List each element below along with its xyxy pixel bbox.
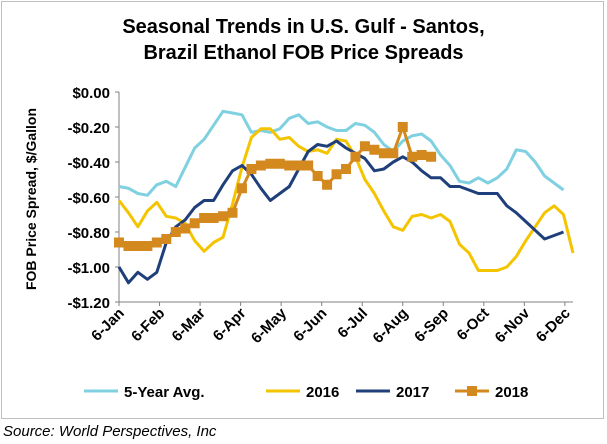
y-tick-label: -$0.40 [67, 155, 110, 172]
y-tick-label: $0.00 [72, 85, 110, 102]
series-point-2018 [388, 148, 399, 159]
x-tick-label: 6-Feb [128, 305, 168, 345]
series-point-2018 [236, 183, 247, 194]
series-point-2018 [151, 237, 162, 248]
legend-label-2018: 2018 [495, 384, 528, 401]
series-point-2018 [161, 234, 172, 244]
series-point-2018 [416, 150, 427, 160]
series-point-2018 [199, 213, 210, 223]
series-point-2018 [227, 207, 238, 218]
legend-label-2016: 2016 [306, 384, 339, 401]
line-chart: $0.00 -$0.20 -$0.40 -$0.60 -$0.80 -$1.00 -$1.2… [23, 85, 575, 401]
series-point-2018 [255, 160, 266, 171]
x-tick-label: 6-Sep [411, 305, 452, 346]
chart-frame [1, 1, 604, 419]
x-tick-label: 6-Jul [334, 305, 371, 342]
series-point-2018 [407, 151, 418, 162]
x-tick-label: 6-Mar [169, 305, 209, 345]
series-point-2018 [359, 141, 370, 152]
chart-title-line2: Brazil Ethanol FOB Price Spreads [143, 42, 464, 64]
series-point-2018 [369, 144, 380, 155]
x-tick-label: 6-Nov [492, 304, 534, 346]
series-point-2018 [293, 160, 304, 171]
y-tick-label: -$1.20 [67, 295, 110, 312]
legend-label-2017: 2017 [396, 384, 429, 401]
x-tick-label: 6-Apr [210, 305, 250, 345]
series-line-2016 [117, 127, 575, 272]
series-point-2018 [218, 211, 229, 222]
legend-marker-2018 [467, 386, 477, 396]
series-point-2018 [246, 164, 257, 174]
x-tick-label: 6-Aug [370, 305, 412, 347]
series-point-2018 [284, 160, 295, 171]
series-line-2017 [117, 139, 565, 285]
y-axis-label: FOB Price Spread, $/Gallon [23, 108, 39, 290]
source-note: Source: World Perspectives, Inc [3, 423, 217, 440]
y-tick-label: -$0.80 [67, 225, 110, 242]
series-point-2018 [114, 237, 124, 248]
series-point-2018 [189, 218, 200, 229]
series-point-2018 [331, 169, 342, 180]
series-point-2018 [180, 223, 191, 234]
series-point-2018 [378, 148, 389, 159]
series-point-2018 [132, 241, 143, 251]
series-point-2018 [397, 122, 408, 132]
series-point-2018 [208, 213, 219, 223]
plot-area: $0.00 -$0.20 -$0.40 -$0.60 -$0.80 -$1.00 -$1.2… [67, 85, 575, 401]
series-point-2018 [303, 160, 314, 171]
legend-label-5-year-avg: 5-Year Avg. [124, 384, 205, 401]
series-point-2018 [322, 179, 333, 190]
series-point-2018 [312, 171, 323, 181]
series-line-5-year-avg [118, 109, 565, 197]
x-tick-label: 6-May [248, 304, 291, 347]
series-point-2018 [426, 151, 437, 162]
y-tick-label: -$0.60 [67, 190, 110, 207]
series-point-2018 [170, 227, 181, 237]
series-point-2018 [350, 151, 361, 162]
series-point-2018 [142, 241, 153, 251]
series-point-2018 [341, 164, 351, 174]
chart-title: Seasonal Trends in U.S. Gulf - Santos, B… [0, 14, 607, 66]
y-tick-label: -$0.20 [67, 120, 110, 137]
x-tick-label: 6-Dec [533, 305, 574, 346]
series-point-2018 [274, 158, 285, 169]
series-point-2018 [123, 241, 134, 251]
y-tick-label: -$1.00 [67, 260, 110, 277]
x-tick-label: 6-Oct [454, 305, 493, 344]
series-point-2018 [265, 158, 276, 169]
x-tick-label: 6-Jun [290, 305, 330, 345]
chart-title-line1: Seasonal Trends in U.S. Gulf - Santos, [122, 16, 485, 38]
